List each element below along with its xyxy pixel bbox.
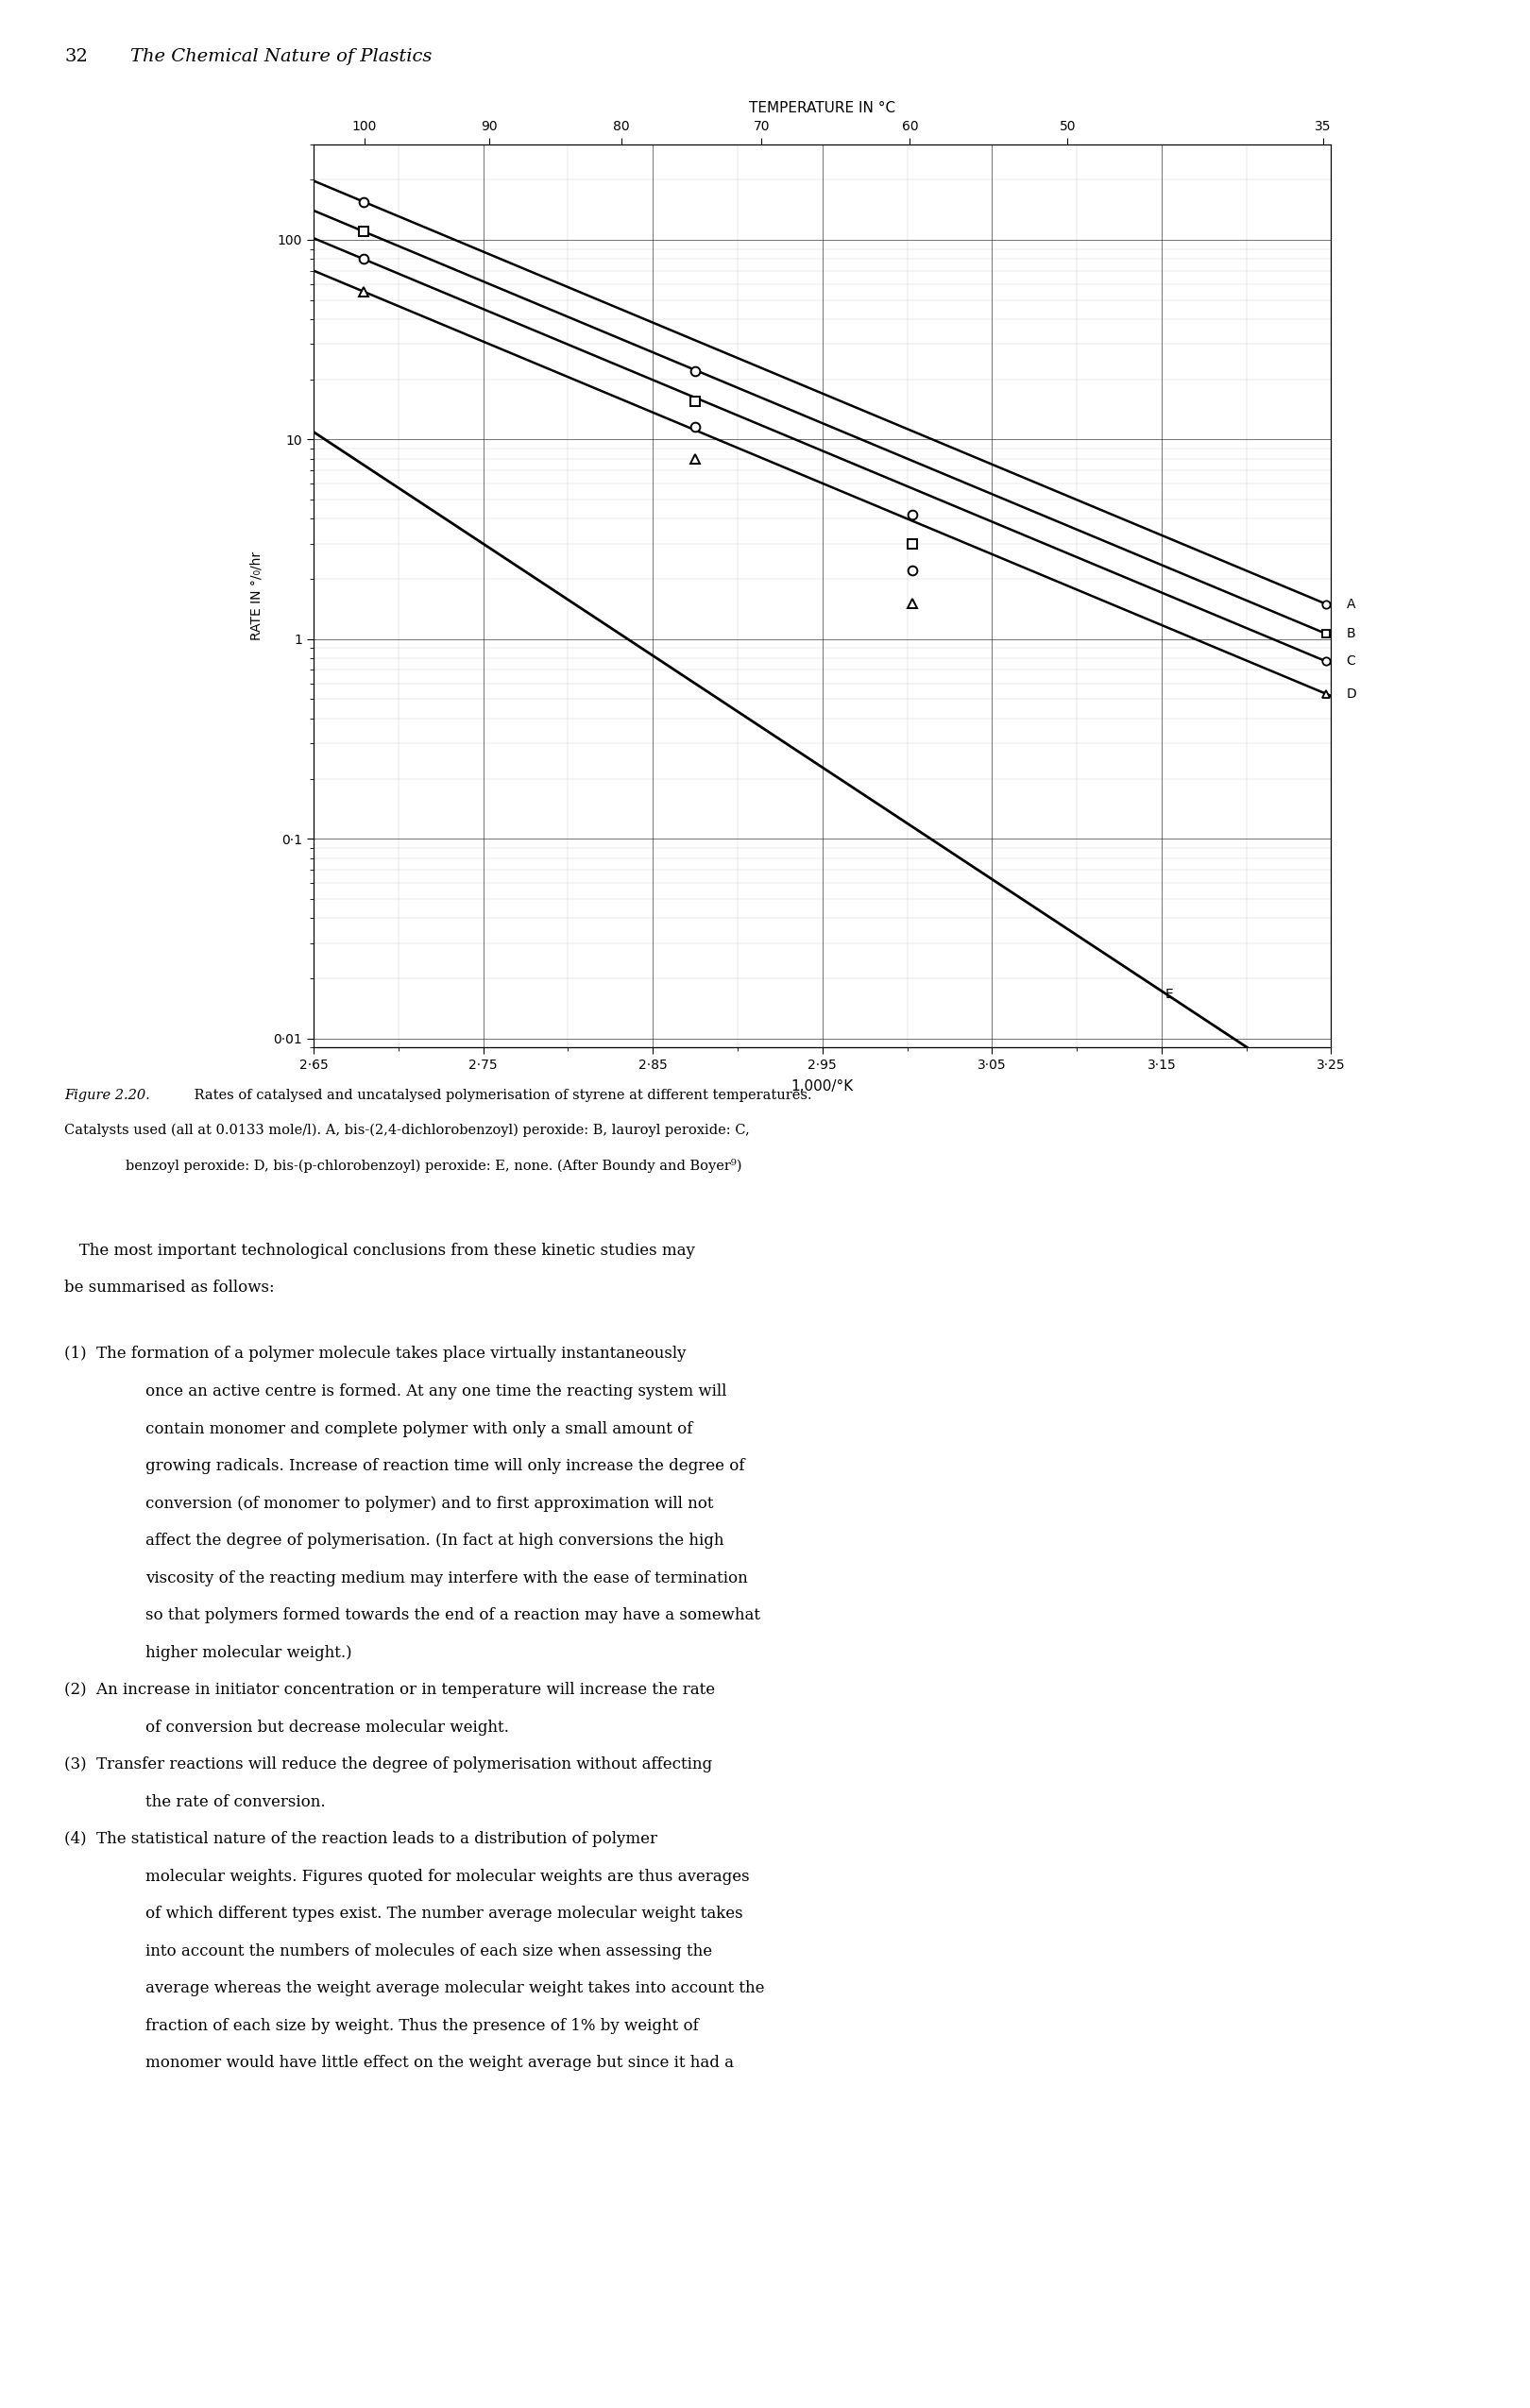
Text: (4)  The statistical nature of the reaction leads to a distribution of polymer: (4) The statistical nature of the reacti… xyxy=(64,1832,658,1847)
Text: (1)  The formation of a polymer molecule takes place virtually instantaneously: (1) The formation of a polymer molecule … xyxy=(64,1346,685,1363)
Text: Figure 2.20.: Figure 2.20. xyxy=(64,1088,150,1100)
Text: contain monomer and complete polymer with only a small amount of: contain monomer and complete polymer wit… xyxy=(145,1421,693,1438)
Text: B: B xyxy=(1346,626,1356,641)
Text: viscosity of the reacting medium may interfere with the ease of termination: viscosity of the reacting medium may int… xyxy=(145,1570,748,1587)
Text: the rate of conversion.: the rate of conversion. xyxy=(145,1794,326,1811)
Text: of conversion but decrease molecular weight.: of conversion but decrease molecular wei… xyxy=(145,1719,509,1736)
Text: Catalysts used (all at 0.0133 mole/l). A, bis-(2,4-dichlorobenzoyl) peroxide: B,: Catalysts used (all at 0.0133 mole/l). A… xyxy=(64,1122,750,1137)
Text: (3)  Transfer reactions will reduce the degree of polymerisation without affecti: (3) Transfer reactions will reduce the d… xyxy=(64,1758,713,1772)
Text: benzoyl peroxide: D, bis-(p-chlorobenzoyl) peroxide: E, none. (After Boundy and : benzoyl peroxide: D, bis-(p-chlorobenzoy… xyxy=(125,1158,742,1173)
Text: A: A xyxy=(1346,597,1356,612)
X-axis label: TEMPERATURE IN °C: TEMPERATURE IN °C xyxy=(750,101,895,116)
Text: so that polymers formed towards the end of a reaction may have a somewhat: so that polymers formed towards the end … xyxy=(145,1609,760,1623)
Text: D: D xyxy=(1346,686,1357,701)
Text: higher molecular weight.): higher molecular weight.) xyxy=(145,1645,352,1662)
Text: average whereas the weight average molecular weight takes into account the: average whereas the weight average molec… xyxy=(145,1979,765,1996)
Text: E: E xyxy=(1164,987,1174,1002)
Y-axis label: RATE IN °/₀/hr: RATE IN °/₀/hr xyxy=(249,551,263,641)
Text: growing radicals. Increase of reaction time will only increase the degree of: growing radicals. Increase of reaction t… xyxy=(145,1459,745,1474)
Text: once an active centre is formed. At any one time the reacting system will: once an active centre is formed. At any … xyxy=(145,1382,727,1399)
Text: into account the numbers of molecules of each size when assessing the: into account the numbers of molecules of… xyxy=(145,1943,711,1960)
Text: molecular weights. Figures quoted for molecular weights are thus averages: molecular weights. Figures quoted for mo… xyxy=(145,1869,750,1885)
Text: fraction of each size by weight. Thus the presence of 1% by weight of: fraction of each size by weight. Thus th… xyxy=(145,2018,699,2035)
Text: conversion (of monomer to polymer) and to first approximation will not: conversion (of monomer to polymer) and t… xyxy=(145,1495,713,1512)
Text: monomer would have little effect on the weight average but since it had a: monomer would have little effect on the … xyxy=(145,2056,734,2071)
Text: Rates of catalysed and uncatalysed polymerisation of styrene at different temper: Rates of catalysed and uncatalysed polym… xyxy=(190,1088,812,1100)
Text: (2)  An increase in initiator concentration or in temperature will increase the : (2) An increase in initiator concentrati… xyxy=(64,1683,715,1698)
Text: The Chemical Nature of Plastics: The Chemical Nature of Plastics xyxy=(130,48,431,65)
Text: of which different types exist. The number average molecular weight takes: of which different types exist. The numb… xyxy=(145,1907,744,1922)
Text: be summarised as follows:: be summarised as follows: xyxy=(64,1281,274,1296)
Text: affect the degree of polymerisation. (In fact at high conversions the high: affect the degree of polymerisation. (In… xyxy=(145,1534,724,1548)
Text: 32: 32 xyxy=(64,48,87,65)
X-axis label: 1,000/°K: 1,000/°K xyxy=(791,1079,854,1093)
Text: C: C xyxy=(1346,655,1356,667)
Text: The most important technological conclusions from these kinetic studies may: The most important technological conclus… xyxy=(64,1243,695,1259)
